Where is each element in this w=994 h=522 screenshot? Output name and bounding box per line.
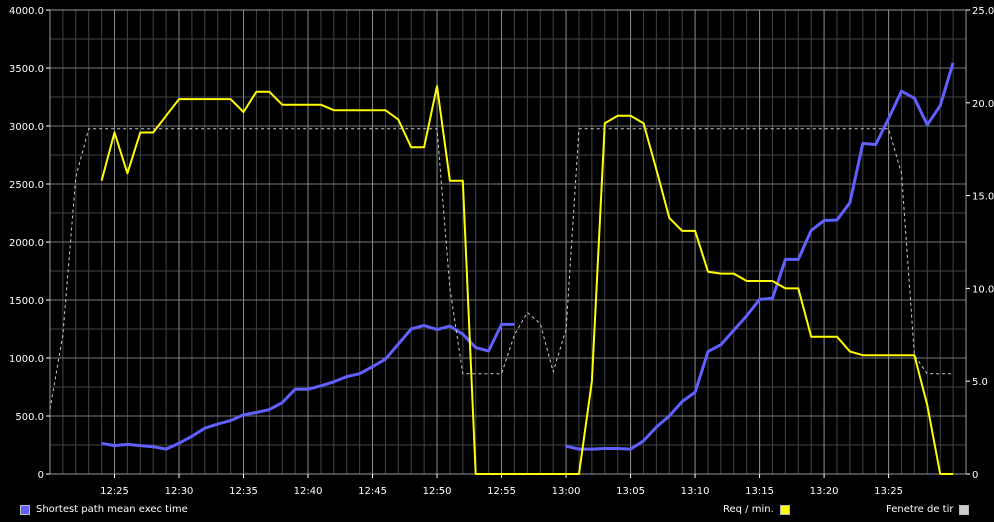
y-left-tick-label: 1000.0 (9, 354, 44, 365)
legend-label-fenetre-de-tir: Fenetre de tir (886, 504, 954, 515)
series-line-shortest-path-mean-exec-time (101, 322, 515, 451)
x-tick-label: 12:30 (165, 486, 194, 497)
chart: 0 500.0 1000.0 1500.0 2000.0 2500.0 3000.0 3500… (9, 6, 994, 497)
x-tick-label: 12:40 (294, 486, 323, 497)
x-tick-label: 12:55 (487, 486, 516, 497)
x-tick-label: 13:20 (810, 486, 839, 497)
legend-label-exec-time: Shortest path mean exec time (36, 504, 188, 515)
y-left-tick-label: 1500.0 (9, 296, 44, 307)
y-left-tick-label: 500.0 (15, 412, 44, 423)
y-left-tick-label: 4000.0 (9, 6, 44, 17)
x-tick-label: 13:15 (745, 486, 774, 497)
x-tick-label: 12:25 (100, 486, 129, 497)
legend-item-exec-time: Shortest path mean exec time (20, 504, 188, 515)
y-right-tick-label: 15.0 (972, 192, 994, 203)
y-left-tick-label: 2500.0 (9, 180, 44, 191)
y-right-tick-label: 5.0 (972, 377, 988, 388)
x-tick-label: 12:35 (229, 486, 258, 497)
y-left-tick-label: 2000.0 (9, 238, 44, 249)
x-tick-label: 12:50 (423, 486, 452, 497)
legend-item-req-min: Req / min. (723, 504, 790, 515)
y-right-tick-label: 20.0 (972, 99, 994, 110)
y-right-tick-label: 25.0 (972, 6, 994, 17)
y-right-tick-label: 0 (972, 470, 978, 481)
x-tick-label: 13:25 (874, 486, 903, 497)
x-tick-label: 13:10 (681, 486, 710, 497)
y-left-tick-label: 0 (38, 470, 44, 481)
x-tick-label: 13:05 (616, 486, 645, 497)
legend-label-req-min: Req / min. (723, 504, 774, 515)
y-left-tick-label: 3000.0 (9, 122, 44, 133)
legend-item-fenetre-de-tir: Fenetre de tir (886, 504, 970, 515)
legend-swatch-exec-time (20, 504, 30, 515)
legend-swatch-req-min (779, 504, 790, 515)
x-tick-label: 13:00 (552, 486, 581, 497)
y-right-tick-label: 10.0 (972, 284, 994, 295)
legend-swatch-fenetre-de-tir (959, 504, 970, 515)
series-line-req-min (100, 85, 954, 475)
series-line-shortest-path-mean-exec-time (565, 62, 955, 451)
x-tick-label: 12:45 (358, 486, 387, 497)
y-left-tick-label: 3500.0 (9, 64, 44, 75)
